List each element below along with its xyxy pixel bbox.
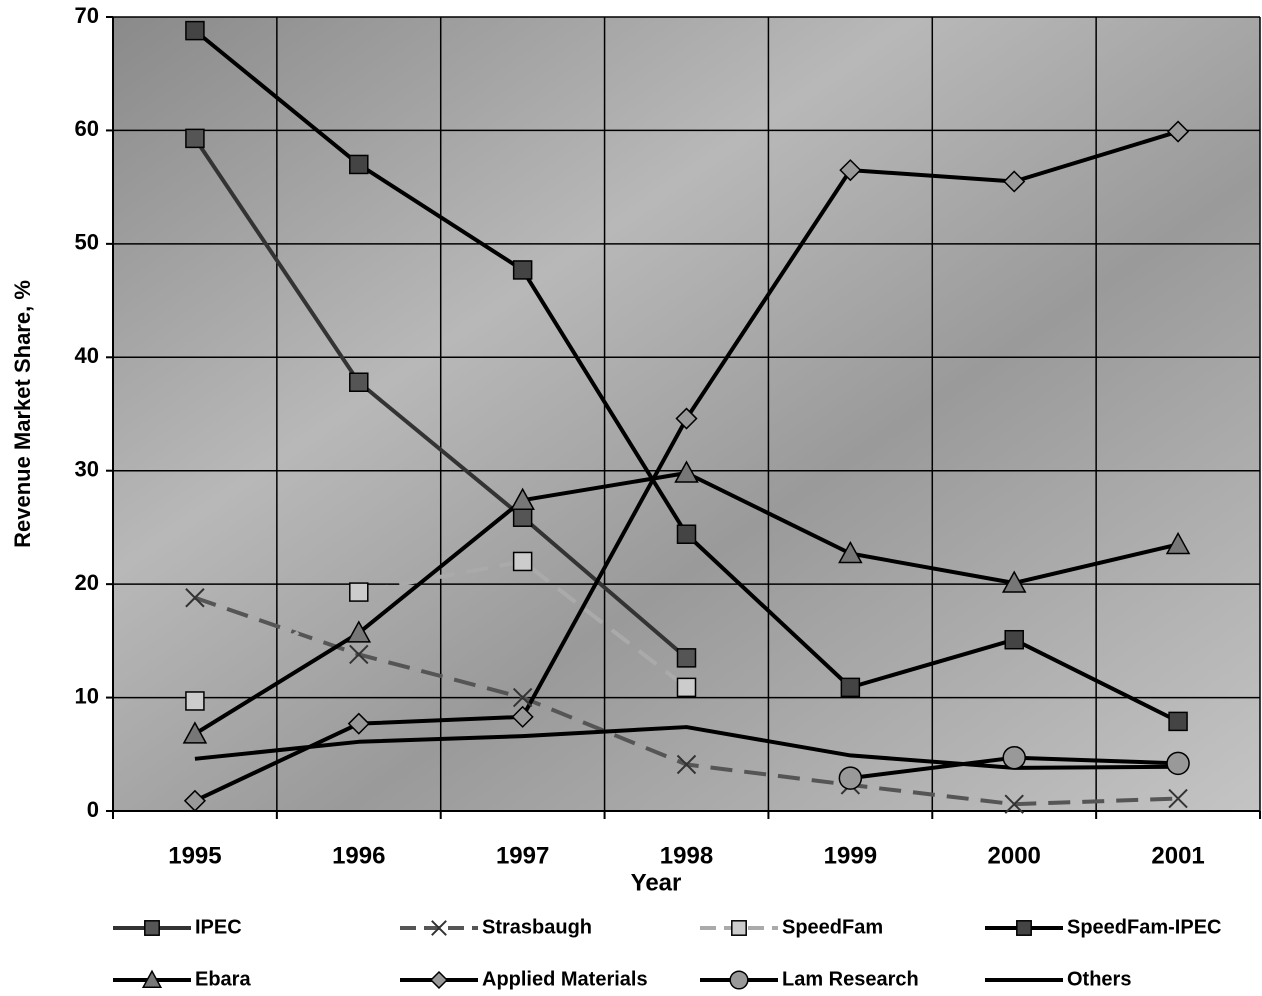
y-tick-label: 40 xyxy=(75,343,99,368)
marker xyxy=(1003,747,1025,769)
x-axis-title: Year xyxy=(631,869,682,896)
legend-label: Strasbaugh xyxy=(482,916,592,938)
legend-label: Others xyxy=(1067,968,1131,990)
legend-marker xyxy=(732,921,746,935)
y-tick-label: 70 xyxy=(75,3,99,28)
legend-marker xyxy=(1017,921,1031,935)
marker xyxy=(514,552,532,570)
y-tick-label: 10 xyxy=(75,683,99,708)
legend-label: Lam Research xyxy=(782,968,919,990)
x-tick-label: 1995 xyxy=(168,842,221,869)
marker xyxy=(186,22,204,40)
chart: Year Revenue Market Share, % 0 10 20 30 40 50… xyxy=(0,0,1262,996)
x-tick-label: 1999 xyxy=(824,842,877,869)
y-axis-title: Revenue Market Share, % xyxy=(10,280,35,548)
marker xyxy=(350,373,368,391)
marker xyxy=(514,261,532,279)
marker xyxy=(839,767,861,789)
marker xyxy=(678,649,696,667)
legend-marker xyxy=(431,972,447,988)
y-tick-label: 0 xyxy=(87,797,99,822)
y-tick-label: 20 xyxy=(75,570,99,595)
marker xyxy=(841,678,859,696)
y-tick-label: 50 xyxy=(75,230,99,255)
y-tick-label: 30 xyxy=(75,457,99,482)
marker xyxy=(678,525,696,543)
marker xyxy=(678,678,696,696)
marker xyxy=(1005,631,1023,649)
x-tick-label: 2001 xyxy=(1151,842,1204,869)
x-tick-label: 1998 xyxy=(660,842,713,869)
marker xyxy=(350,155,368,173)
marker xyxy=(514,508,532,526)
y-tick-label: 60 xyxy=(75,116,99,141)
legend-label: SpeedFam-IPEC xyxy=(1067,916,1221,938)
marker xyxy=(186,692,204,710)
marker xyxy=(350,583,368,601)
marker xyxy=(186,129,204,147)
x-tick-label: 1997 xyxy=(496,842,549,869)
legend-label: IPEC xyxy=(195,916,242,938)
legend-marker xyxy=(730,971,748,989)
legend-label: SpeedFam xyxy=(782,916,883,938)
x-tick-label: 1996 xyxy=(332,842,385,869)
x-tick-label: 2000 xyxy=(988,842,1041,869)
legend-marker xyxy=(145,921,159,935)
legend-label: Applied Materials xyxy=(482,968,648,990)
marker xyxy=(1169,712,1187,730)
legend-label: Ebara xyxy=(195,968,251,990)
marker xyxy=(1167,752,1189,774)
